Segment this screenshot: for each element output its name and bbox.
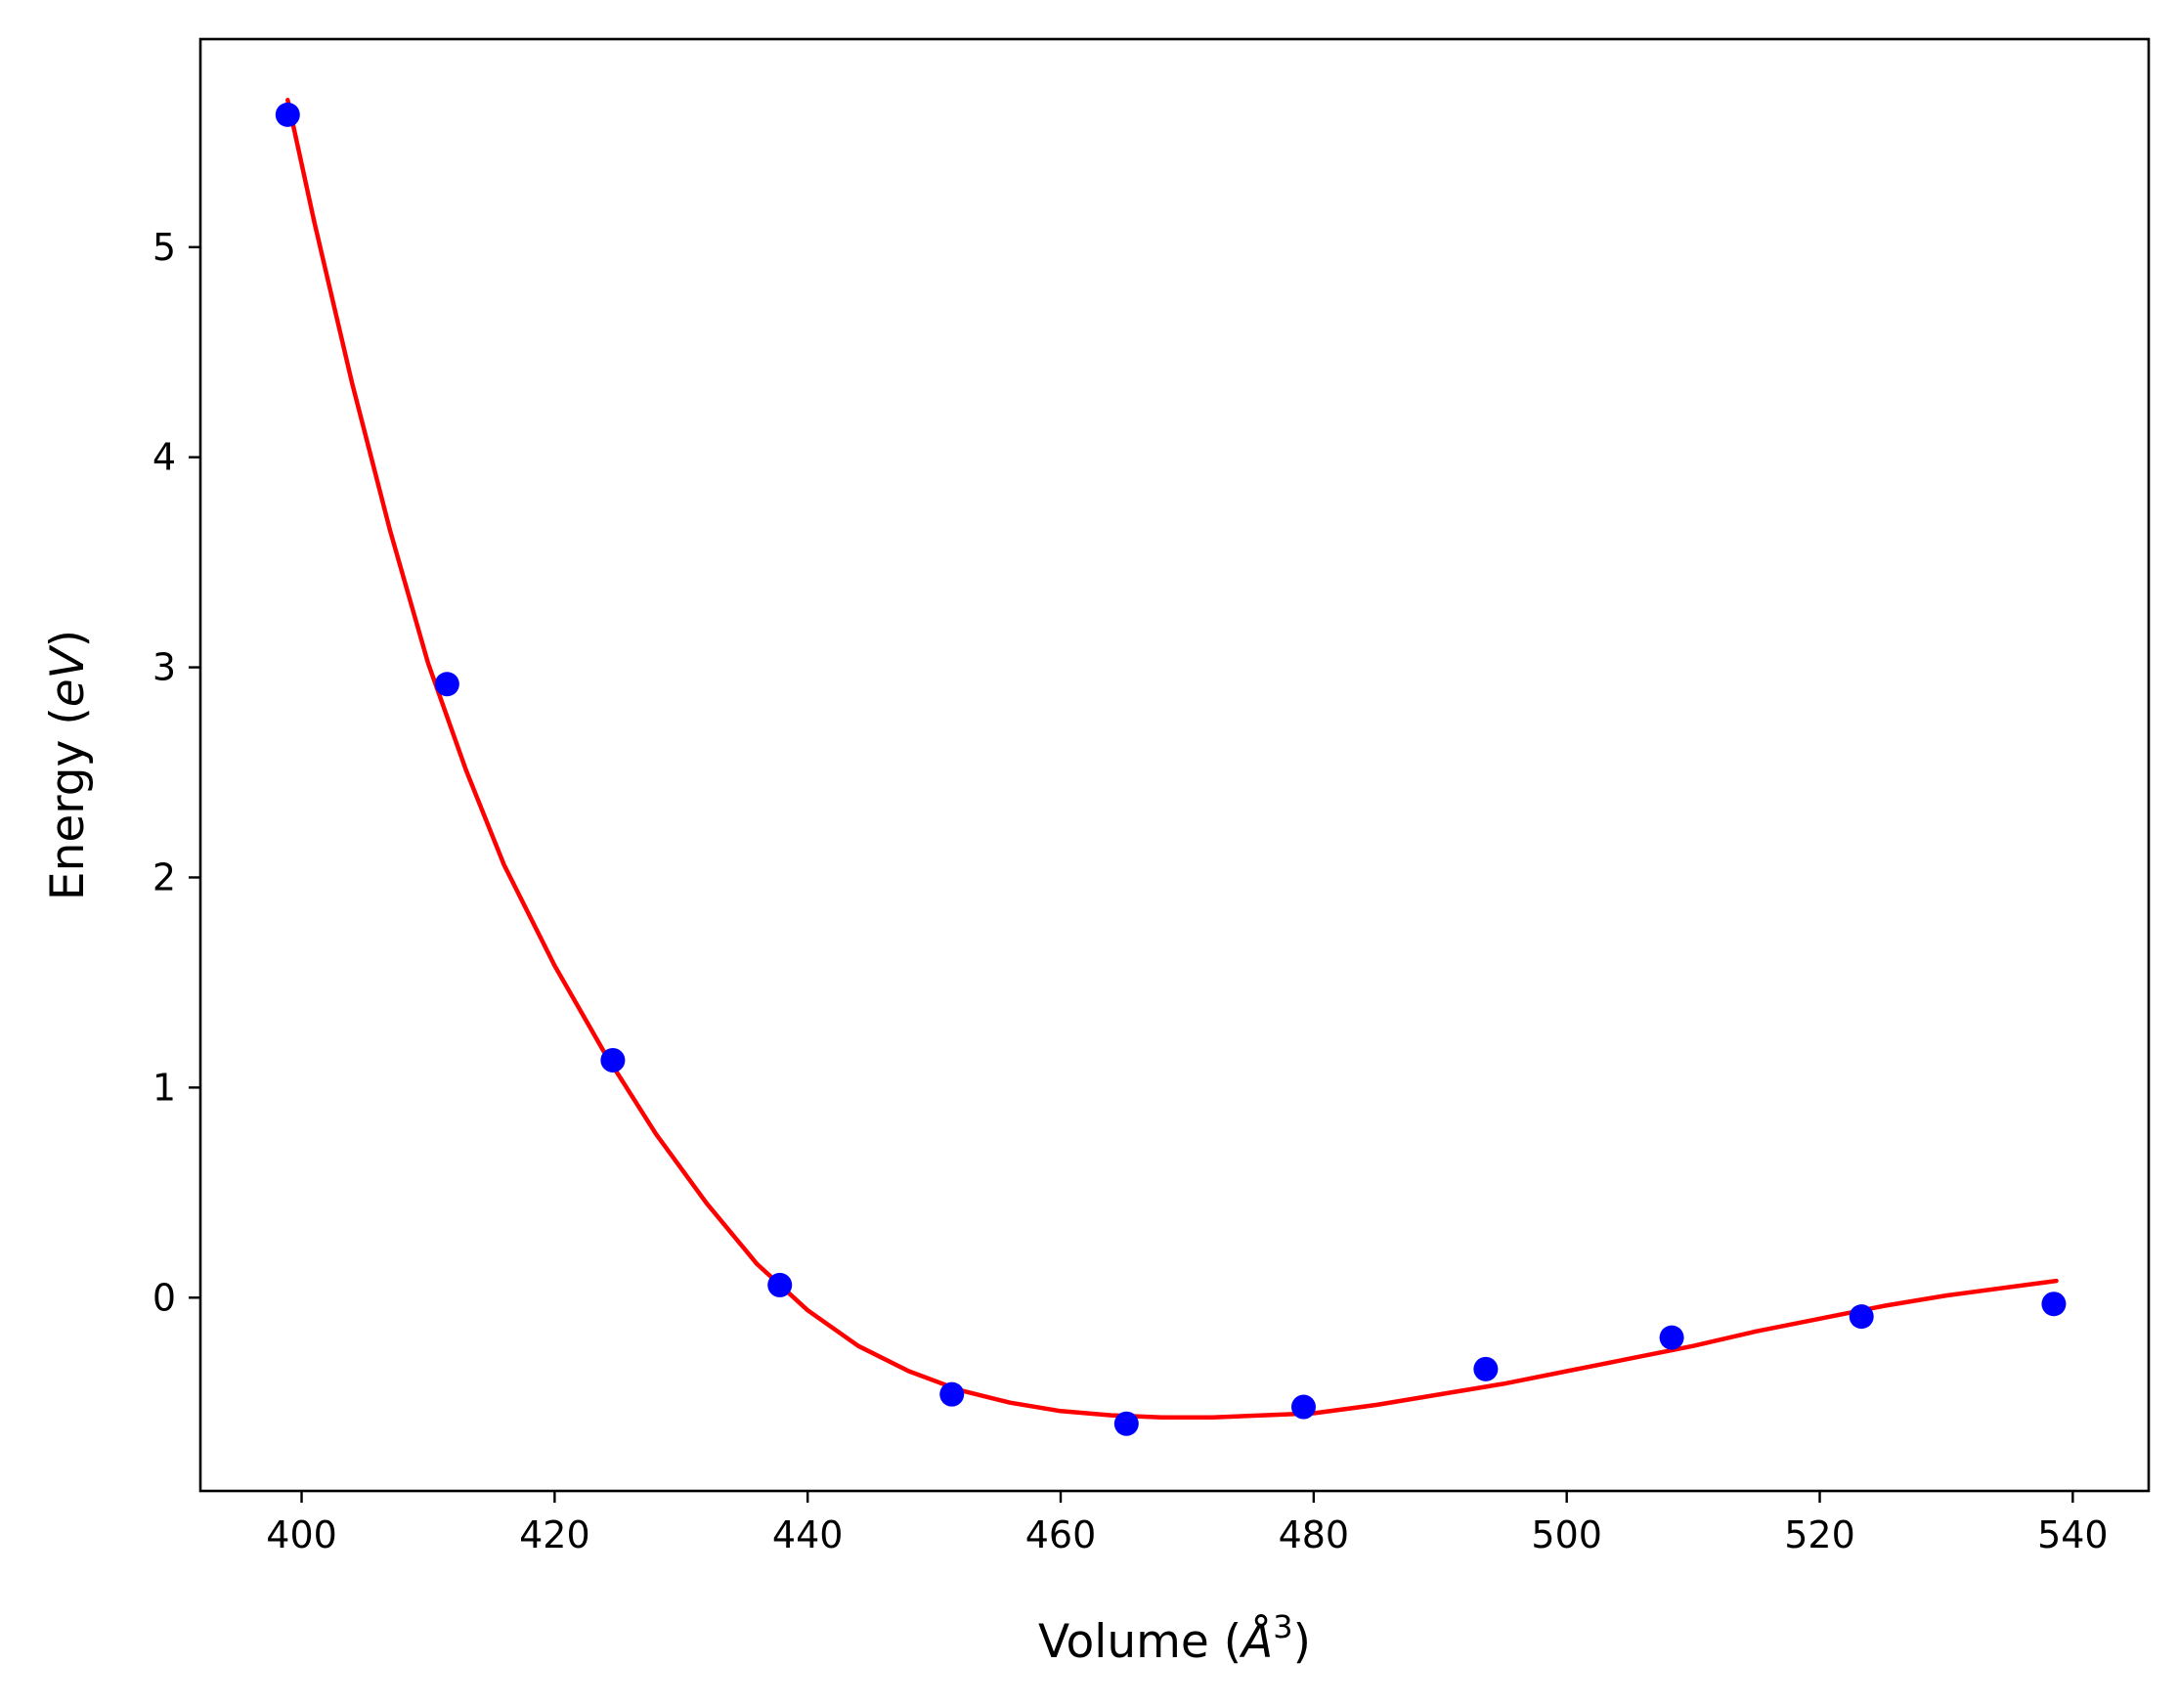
data-point [1113,1411,1139,1436]
data-point [1291,1394,1317,1420]
x-axis-label: Volume (Å3) [1038,1608,1311,1669]
plot-area [200,39,2149,1491]
data-point [275,102,300,127]
y-tick-label: 5 [152,226,176,269]
x-tick-label: 420 [519,1513,590,1556]
data-point [767,1272,793,1297]
y-tick-label: 0 [152,1276,176,1319]
data-point [1659,1325,1684,1350]
data-point [600,1047,626,1073]
y-tick-label: 4 [152,436,176,479]
axes-frame [198,37,2151,1493]
series-layer [275,98,2067,1436]
data-point [939,1381,965,1407]
x-tick-label: 400 [266,1513,337,1556]
x-tick-label: 480 [1279,1513,1350,1556]
data-point [1849,1304,1874,1330]
x-tick-label: 540 [2037,1513,2109,1556]
x-tick-label: 440 [772,1513,844,1556]
y-axis-ticks: 0 1 2 3 4 5 [152,226,200,1319]
x-tick-label: 520 [1784,1513,1855,1556]
y-tick-label: 1 [152,1066,176,1109]
fit-curve-line [285,98,2059,1421]
x-axis-ticks: 400 420 440 460 480 500 520 540 [266,1491,2109,1556]
data-point [1473,1356,1499,1381]
y-axis-label: Energy (eV) [41,630,95,900]
y-tick-label: 2 [152,855,176,898]
data-point [434,672,459,697]
x-tick-label: 460 [1025,1513,1097,1556]
x-tick-label: 500 [1531,1513,1602,1556]
data-point [2041,1292,2067,1317]
y-tick-label: 3 [152,646,176,689]
